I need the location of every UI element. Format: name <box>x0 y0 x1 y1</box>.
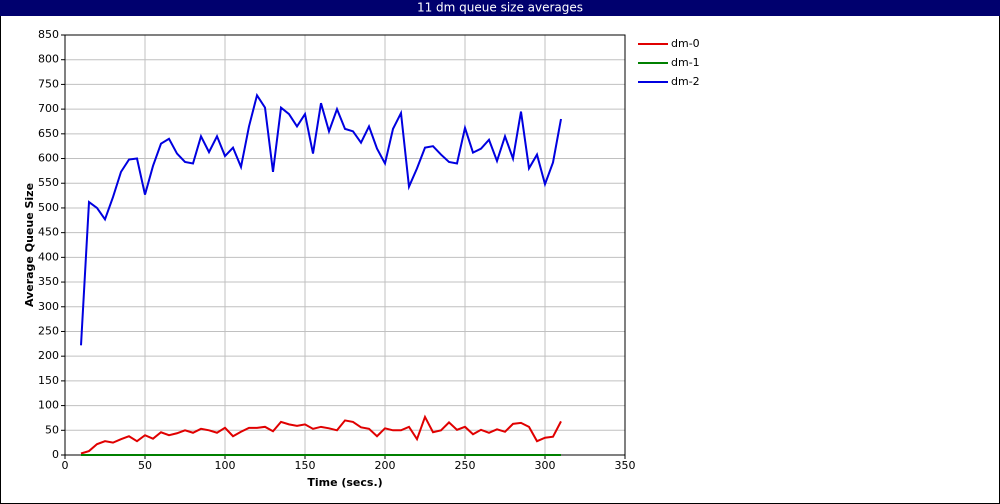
y-tick-label: 700 <box>38 102 59 115</box>
y-tick-label: 50 <box>45 423 59 436</box>
x-axis-label: Time (secs.) <box>307 476 382 489</box>
chart-title: 11 dm queue size averages <box>417 1 583 15</box>
x-tick-label: 300 <box>535 459 556 472</box>
y-axis-label: Average Queue Size <box>23 183 36 307</box>
x-tick-label: 150 <box>295 459 316 472</box>
y-tick-label: 0 <box>52 448 59 461</box>
y-tick-label: 100 <box>38 399 59 412</box>
legend-label: dm-1 <box>671 56 700 69</box>
title-bar <box>0 0 1000 16</box>
y-tick-label: 400 <box>38 250 59 263</box>
y-tick-label: 250 <box>38 324 59 337</box>
x-tick-label: 0 <box>62 459 69 472</box>
y-tick-label: 600 <box>38 152 59 165</box>
x-tick-label: 200 <box>375 459 396 472</box>
series-line <box>80 92 562 346</box>
y-tick-label: 750 <box>38 77 59 90</box>
series-line <box>80 414 562 455</box>
y-tick-label: 550 <box>38 176 59 189</box>
plot-area <box>65 35 625 455</box>
y-tick-label: 300 <box>38 300 59 313</box>
x-tick-label: 100 <box>215 459 236 472</box>
y-tick-label: 150 <box>38 374 59 387</box>
y-tick-label: 800 <box>38 53 59 66</box>
y-tick-label: 450 <box>38 226 59 239</box>
y-tick-label: 500 <box>38 201 59 214</box>
y-tick-label: 200 <box>38 349 59 362</box>
x-tick-label: 50 <box>138 459 152 472</box>
x-tick-label: 350 <box>615 459 636 472</box>
y-tick-label: 350 <box>38 275 59 288</box>
x-tick-label: 250 <box>455 459 476 472</box>
legend-label: dm-0 <box>671 37 700 50</box>
y-tick-label: 650 <box>38 127 59 140</box>
y-tick-label: 850 <box>38 28 59 41</box>
legend-label: dm-2 <box>671 75 700 88</box>
